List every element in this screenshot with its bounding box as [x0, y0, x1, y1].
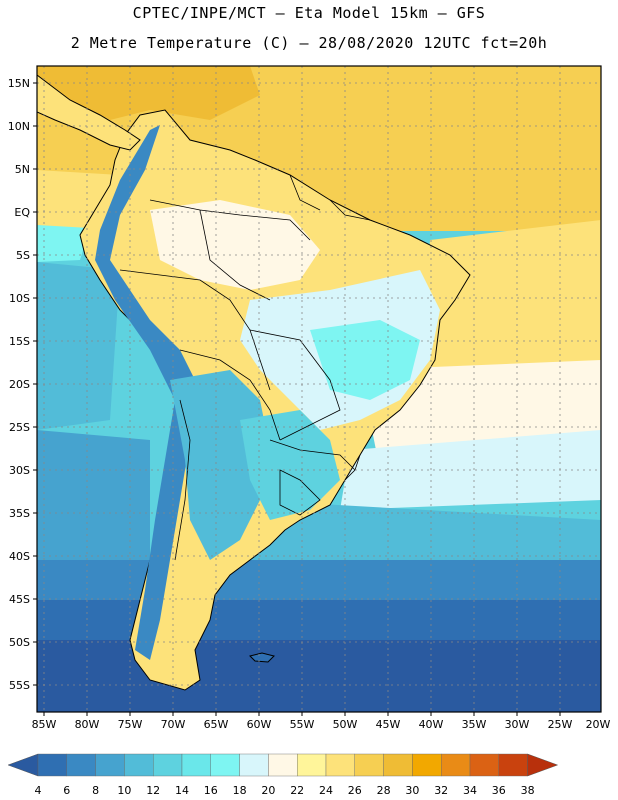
- graticule: [37, 66, 601, 712]
- colorbar-swatch: [441, 753, 471, 777]
- cold-band-3: [37, 640, 601, 712]
- colorbar-label: 12: [146, 784, 160, 797]
- pampas-zone: [240, 410, 340, 520]
- lat-label: 25S: [9, 421, 30, 434]
- lat-label: 15S: [9, 335, 30, 348]
- lon-label: 40W: [419, 718, 444, 731]
- atlantic-warm-zone: [420, 220, 601, 400]
- map-frame: [36, 65, 602, 713]
- lat-label: 55S: [9, 679, 30, 692]
- lon-label: 30W: [505, 718, 530, 731]
- colorbar-swatch: [469, 753, 499, 777]
- axis-ticks: [33, 82, 561, 716]
- colorbar-swatch: [383, 753, 413, 777]
- chart-title-line2: 2 Metre Temperature (C) – 28/08/2020 12U…: [70, 34, 548, 52]
- colorbar-label: 8: [92, 784, 99, 797]
- colorbar-label: 6: [63, 784, 70, 797]
- lon-label: 85W: [32, 718, 57, 731]
- colorbar-label: 30: [405, 784, 419, 797]
- colorbar-swatch: [498, 753, 528, 777]
- lat-label: 10S: [9, 292, 30, 305]
- colorbar-swatch: [37, 753, 67, 777]
- colorbar-label: 22: [290, 784, 304, 797]
- temperature-colorbar: 4 6 8 10 12 14 16 18 20 22 24 26 28 30 32 34 36 38: [7, 753, 559, 797]
- colorbar-label: 20: [261, 784, 275, 797]
- lat-label: 10N: [8, 120, 30, 133]
- lat-label: 15N: [8, 77, 30, 90]
- colorbar-swatch: [297, 753, 327, 777]
- colorbar-arrow-high: [527, 753, 559, 777]
- colorbar-label: 36: [492, 784, 506, 797]
- pacific-south-zone: [37, 430, 150, 560]
- lat-label: 20S: [9, 378, 30, 391]
- pacific-cool-zone: [37, 225, 90, 262]
- lon-label: 75W: [118, 718, 143, 731]
- colorbar-swatch: [124, 753, 154, 777]
- lon-label: 55W: [290, 718, 315, 731]
- andes-cold-spine: [95, 125, 200, 660]
- colorbar-swatch: [66, 753, 96, 777]
- colorbar-label: 26: [348, 784, 362, 797]
- lon-label: 35W: [462, 718, 487, 731]
- colorbar-label: 4: [35, 784, 42, 797]
- colorbar-label: 24: [319, 784, 333, 797]
- country-borders: [119, 174, 371, 561]
- lat-label: 50S: [9, 636, 30, 649]
- lon-label: 80W: [75, 718, 100, 731]
- colorbar-label: 28: [377, 784, 391, 797]
- colorbar-label: 38: [521, 784, 535, 797]
- colorbar-label: 32: [434, 784, 448, 797]
- argentina-cool-zone: [170, 370, 270, 560]
- pacific-mid-zone: [37, 262, 120, 430]
- cold-band-1: [37, 560, 601, 600]
- colorbar-swatch: [354, 753, 384, 777]
- lon-label: 20W: [586, 718, 611, 731]
- colorbar-label: 10: [117, 784, 131, 797]
- lat-label: 40S: [9, 550, 30, 563]
- lat-label: 5S: [16, 249, 30, 262]
- lat-label: 5N: [15, 163, 30, 176]
- colorbar-swatch: [210, 753, 240, 777]
- colorbar-swatch: [152, 753, 183, 777]
- lat-label: 35S: [9, 507, 30, 520]
- colorbar-label: 34: [463, 784, 477, 797]
- lon-label: 60W: [247, 718, 272, 731]
- lon-label: 50W: [333, 718, 358, 731]
- colorbar-label: 16: [204, 784, 218, 797]
- lon-label: 45W: [376, 718, 401, 731]
- lat-label: EQ: [14, 206, 30, 219]
- colorbar-swatch: [268, 753, 298, 777]
- chart-title-line1: CPTEC/INPE/MCT – Eta Model 15km – GFS: [132, 4, 486, 22]
- colorbar-label: 14: [175, 784, 189, 797]
- lat-label: 30S: [9, 464, 30, 477]
- brazil-highlands-cold: [310, 320, 420, 400]
- lon-label: 25W: [548, 718, 573, 731]
- colorbar-swatch: [239, 753, 269, 777]
- lat-label: 45S: [9, 593, 30, 606]
- hot-caribbean-zone: [37, 66, 260, 120]
- colorbar-swatch: [181, 753, 211, 777]
- falkland-islands: [249, 652, 275, 663]
- colorbar-label: 18: [233, 784, 247, 797]
- colorbar-arrow-low: [7, 753, 39, 777]
- colorbar-swatch: [95, 753, 125, 777]
- lon-label: 70W: [161, 718, 186, 731]
- colorbar-swatch: [325, 753, 355, 777]
- temperature-map: 15N 10N 5N EQ 5S 10S 15S 20S 25S 30S 35S…: [8, 65, 611, 731]
- amazon-mild-zone: [150, 200, 320, 290]
- lon-label: 65W: [204, 718, 229, 731]
- colorbar-swatch: [412, 753, 442, 777]
- pacific-warm-zone: [37, 170, 120, 230]
